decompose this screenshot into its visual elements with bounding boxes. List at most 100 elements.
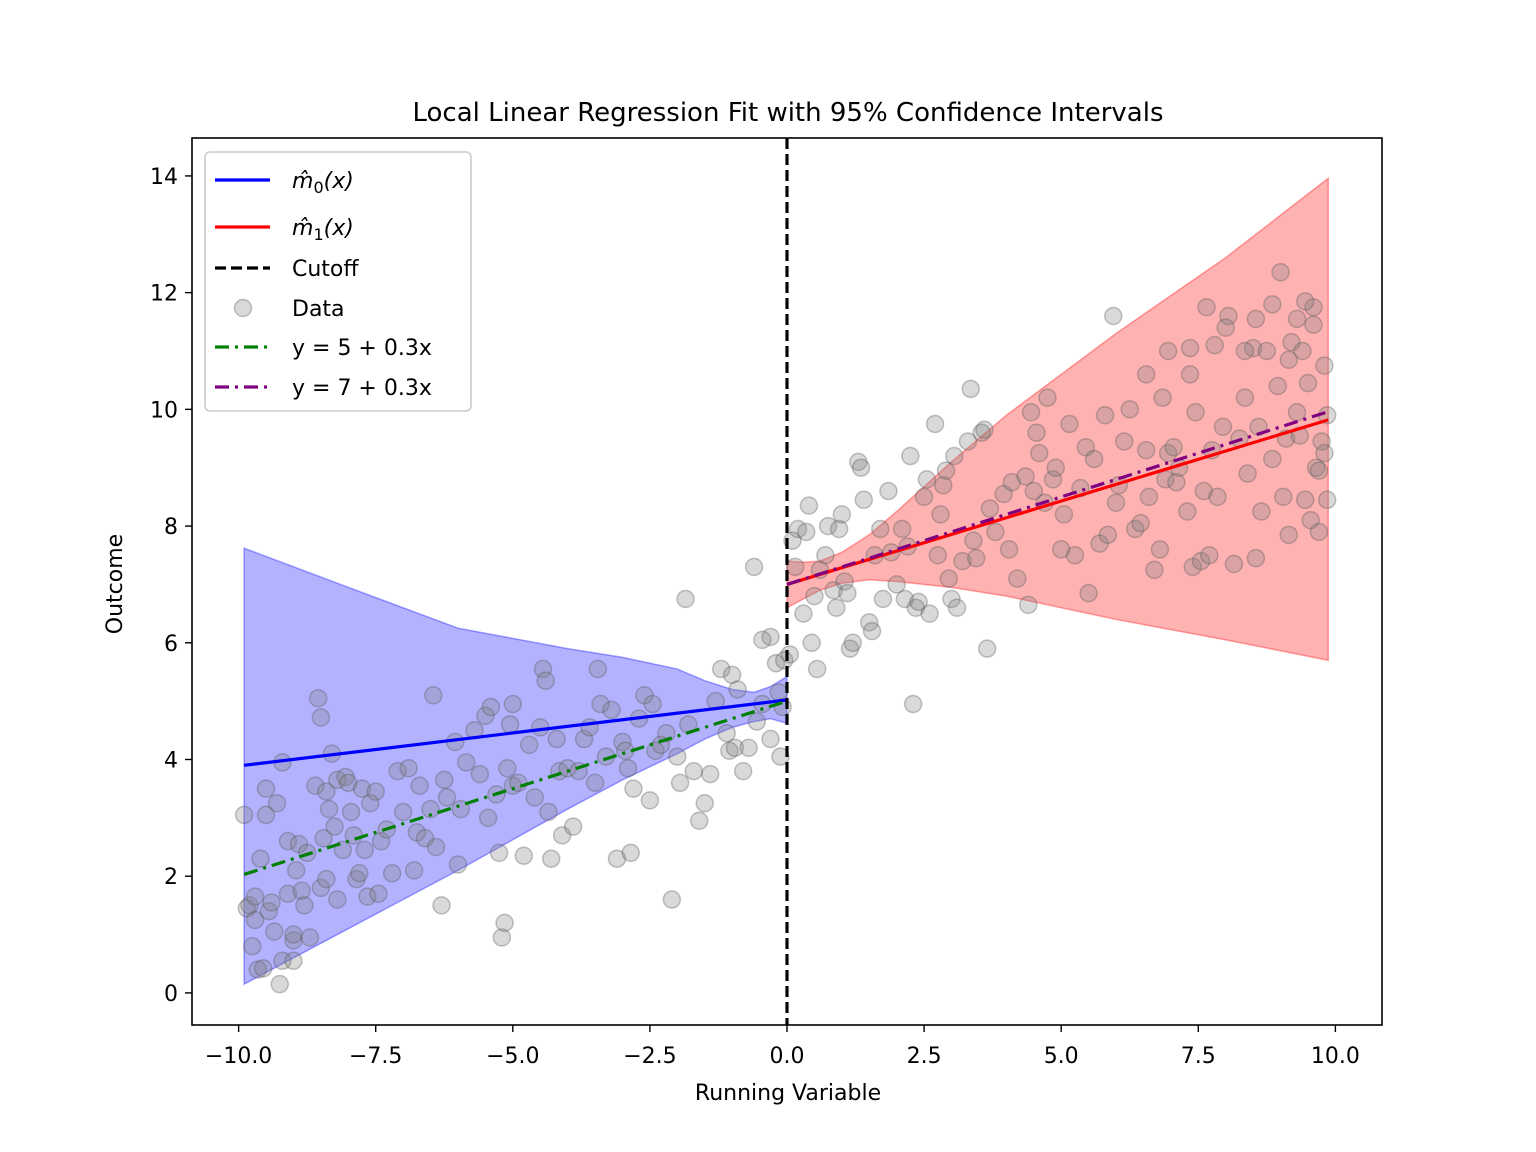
data-point [421,799,440,819]
data-point [873,589,893,609]
data-point [618,758,638,778]
legend-label: m̂1(x) [292,216,354,244]
data-point [1136,365,1156,384]
data-point [780,645,799,664]
data-point [816,545,835,565]
data-point [805,586,824,606]
data-point [366,782,385,801]
data-point [717,723,736,743]
data-point [1295,490,1315,510]
data-point [243,936,262,956]
data-point [1309,461,1329,480]
data-point [854,490,874,510]
data-point [964,531,983,550]
data-point [262,893,281,912]
data-point [1268,376,1288,396]
data-point [700,764,720,784]
data-point [761,729,780,749]
data-point [278,831,298,851]
data-point [909,592,928,612]
m0-hat-line [243,698,788,767]
data-point [1024,481,1044,501]
data-point [404,861,424,880]
data-point [1312,432,1331,451]
data-point [256,779,276,798]
data-point [234,805,254,825]
data-point [827,598,846,618]
x-tick-label: 10.0 [1311,1044,1360,1069]
data-point [1145,560,1164,580]
data-point [245,887,265,906]
data-point [248,960,268,979]
data-point [1263,449,1282,469]
data-point [917,470,937,489]
legend-marker [233,298,253,318]
data-point [369,884,388,903]
data-point [339,773,358,793]
data-point [1104,306,1123,326]
data-point [1293,341,1312,361]
data-point [1208,487,1227,507]
data-point [879,481,898,501]
data-point [1019,595,1038,615]
data-point [807,659,827,679]
data-point [870,519,890,539]
data-point [840,639,860,658]
data-point [662,890,682,909]
data-point [415,829,435,848]
plot-area [234,138,1337,1025]
data-point [835,572,854,591]
legend-item-m1: m̂1(x) [215,216,354,244]
x-tick-label: 7.5 [1181,1044,1216,1069]
y-tick-label: 14 [150,165,178,190]
data-point [1136,440,1156,460]
data-point [887,575,906,594]
data-point [818,516,838,536]
data-point [289,834,309,854]
data-point [328,770,347,790]
data-point [1246,309,1266,329]
data-point [1243,338,1263,358]
legend-label: Data [292,297,345,322]
data-point [284,951,303,971]
y-tick-label: 4 [164,748,178,773]
data-point [1317,490,1337,510]
data-point [928,545,948,565]
data-point [953,551,972,571]
data-point [802,633,821,653]
data-point [1200,545,1219,565]
data-point [1164,438,1183,457]
data-point [492,928,512,947]
data-point [761,627,780,647]
data-point [574,729,594,749]
legend-item-true0: y = 5 + 0.3x [215,336,432,361]
data-point [939,569,959,588]
data-point [536,671,555,690]
data-point [1158,341,1178,361]
legend-label: y = 7 + 0.3x [292,376,432,401]
data-point [245,910,265,930]
data-point [676,589,695,609]
data-point [1194,481,1214,501]
data-point [371,831,391,851]
data-point [240,896,259,915]
data-point [1197,297,1216,317]
data-point [1016,467,1035,486]
data-point [1252,502,1271,521]
data-point [824,581,843,600]
legend-label: Cutoff [292,257,359,282]
data-point [432,896,451,915]
data-point [426,837,446,857]
data-point [476,706,495,725]
data-point [336,767,355,787]
data-point [1205,335,1224,355]
data-point [1279,350,1299,369]
y-axis-label: Outcome [103,534,128,634]
data-point [771,747,790,766]
data-point [1027,423,1046,442]
data-point [552,826,572,845]
data-point [292,881,311,901]
data-point [1167,473,1186,492]
data-point [690,811,709,831]
data-point [1158,443,1178,463]
